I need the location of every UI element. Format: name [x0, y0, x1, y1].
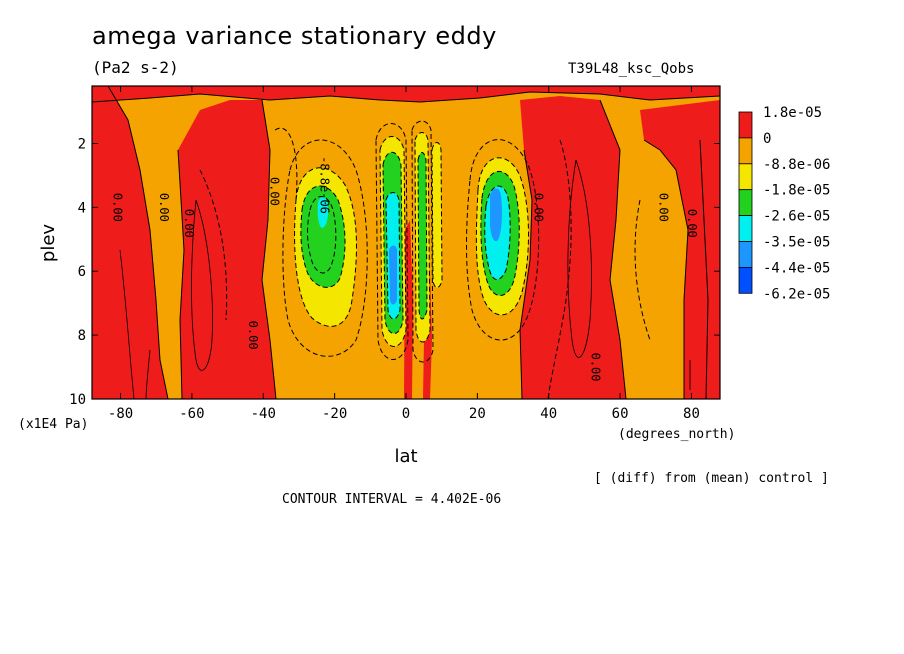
colorbar-swatch — [738, 189, 753, 216]
contour-label: 0.00 — [182, 209, 196, 238]
zero-contours — [92, 86, 720, 399]
colorbar-label: -6.2e-05 — [763, 286, 830, 302]
fill-red-north-pole-edge — [700, 130, 720, 399]
colorbar-label: -1.8e-05 — [763, 183, 830, 199]
fill-blue-equator-lobe — [389, 245, 397, 305]
fill-cyan-south-lobe — [317, 197, 329, 228]
fill-red-north-column — [520, 96, 626, 399]
contour-label: 0.00 — [267, 177, 281, 206]
x-axis: -80 -60 -40 -20 0 20 40 60 80 — [108, 86, 700, 422]
x-axis-title: lat — [394, 446, 417, 467]
y-tick-label: 4 — [78, 200, 86, 216]
contour-label: 0.00 — [246, 321, 260, 350]
colorbar-label: 1.8e-05 — [763, 105, 822, 121]
colorbar-label: -2.6e-05 — [763, 209, 830, 225]
x-tick-label: 40 — [540, 406, 557, 422]
run-id: T39L48_ksc_Qobs — [568, 61, 695, 77]
chart-units: (Pa2 s-2) — [92, 58, 179, 77]
x-tick-label: -80 — [108, 406, 133, 422]
colorbar-swatch — [738, 111, 753, 139]
contour-label: 0.00 — [157, 193, 171, 222]
fill-blue-north-lobe — [490, 188, 502, 242]
fill-red-south-column — [178, 100, 276, 399]
contour-label: 0.00 — [531, 193, 545, 222]
contour-field: 0.00 0.00 0.00 0.00 0.00 -8.8e-06 0.00 0.00 0.00… — [92, 86, 720, 399]
x-tick-label: 80 — [683, 406, 700, 422]
colorbar: 1.8e-05 0 -8.8e-06 -1.8e-05 -2.6e-05 -3.5e-05… — [738, 105, 830, 302]
fill-green-equator-thin — [418, 152, 427, 319]
contour-label: 0.00 — [110, 193, 124, 222]
contour-label: 0.00 — [589, 353, 603, 382]
contour-labels: 0.00 0.00 0.00 0.00 0.00 -8.8e-06 0.00 0.00 0.00… — [110, 156, 698, 381]
x-tick-label: -60 — [179, 406, 204, 422]
colorbar-label: -3.5e-05 — [763, 235, 830, 251]
fill-red-south-pole — [92, 86, 168, 399]
x-tick-label: -40 — [251, 406, 276, 422]
colorbar-swatch — [738, 137, 753, 165]
colorbar-swatch — [738, 215, 753, 242]
fill-red-equator-left — [404, 220, 413, 399]
y-tick-label: 6 — [78, 264, 86, 280]
chart-title: amega variance stationary eddy — [92, 22, 497, 50]
y-axis-title: plev — [38, 224, 59, 263]
diff-note: [ (diff) from (mean) control ] — [594, 471, 829, 486]
fill-yellow-equator-east — [432, 142, 442, 288]
contour-label: 0.00 — [685, 209, 699, 238]
colorbar-label: -4.4e-05 — [763, 260, 830, 276]
contour-label: -8.8e-06 — [317, 156, 331, 214]
colorbar-swatch — [738, 241, 753, 268]
fill-red-north-pole — [640, 100, 720, 399]
contour-label: 0.00 — [656, 193, 670, 222]
x-tick-label: 0 — [402, 406, 410, 422]
colorbar-swatch — [738, 163, 753, 191]
positive-contours — [119, 159, 691, 399]
y-tick-label: 10 — [69, 392, 86, 408]
y-axis: 2 4 6 8 10 — [69, 136, 720, 408]
y-tick-label: 2 — [78, 136, 86, 152]
x-axis-units: (degrees_north) — [618, 427, 735, 442]
y-axis-units: (x1E4 Pa) — [18, 417, 88, 432]
x-tick-label: 20 — [469, 406, 486, 422]
colorbar-swatch — [738, 266, 753, 294]
y-tick-label: 8 — [78, 328, 86, 344]
x-tick-label: 60 — [612, 406, 629, 422]
negative-contours — [199, 120, 651, 399]
colorbar-label: 0 — [763, 131, 771, 147]
contour-interval: CONTOUR INTERVAL = 4.402E-06 — [282, 492, 501, 507]
x-tick-label: -20 — [322, 406, 347, 422]
colorbar-label: -8.8e-06 — [763, 157, 830, 173]
